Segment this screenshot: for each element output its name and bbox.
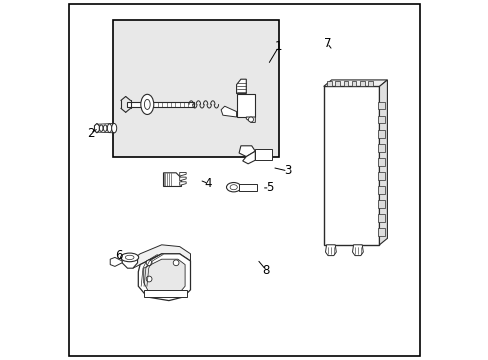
Polygon shape [138,254,190,301]
Polygon shape [143,290,186,297]
Text: 5: 5 [265,181,273,194]
Bar [326,81,331,86]
Bar [179,293,186,296]
Polygon shape [239,146,255,157]
Bar [113,20,278,157]
Text: 3: 3 [284,165,291,177]
Polygon shape [379,80,386,245]
Text: 4: 4 [204,177,212,190]
Polygon shape [133,245,190,268]
Bar [378,228,384,236]
Polygon shape [236,79,246,94]
Polygon shape [179,172,186,176]
Ellipse shape [226,183,241,192]
Bar [378,158,384,166]
Polygon shape [122,257,137,268]
Bar [378,116,384,123]
Bar [378,130,384,138]
Ellipse shape [107,124,111,132]
Polygon shape [163,173,181,186]
Circle shape [248,117,253,122]
Ellipse shape [121,253,139,262]
Text: 7: 7 [323,37,330,50]
Polygon shape [242,151,255,164]
Bar [378,144,384,152]
Polygon shape [179,182,186,185]
Bar [378,186,384,194]
Ellipse shape [99,125,103,131]
Bar [127,102,194,107]
Circle shape [146,260,152,266]
Polygon shape [110,257,122,266]
Text: 6: 6 [115,249,122,262]
Bar [147,293,153,296]
Bar [158,293,164,296]
Bar [168,293,175,296]
Polygon shape [143,259,185,295]
Bar [239,184,257,191]
Circle shape [173,260,179,266]
Text: 1: 1 [274,40,282,53]
Polygon shape [221,106,236,117]
Bar [378,172,384,180]
Bar [343,81,347,86]
Ellipse shape [230,185,237,190]
Polygon shape [94,123,99,133]
Bar [378,102,384,109]
Bar [255,149,271,160]
Bar [335,81,340,86]
Ellipse shape [141,94,153,114]
Circle shape [146,276,152,282]
Polygon shape [236,94,255,117]
Bar [351,81,356,86]
Ellipse shape [125,255,134,260]
Ellipse shape [144,99,150,109]
Bar [323,86,379,245]
Polygon shape [352,245,363,256]
Text: 2: 2 [86,127,94,140]
Polygon shape [325,245,336,256]
Polygon shape [179,177,186,181]
Ellipse shape [111,123,117,133]
Bar [378,200,384,208]
Ellipse shape [103,125,107,131]
Polygon shape [323,80,386,86]
Bar [359,81,364,86]
Ellipse shape [95,124,99,132]
Circle shape [166,291,171,296]
Text: 8: 8 [262,264,269,276]
Circle shape [146,291,152,296]
Polygon shape [246,117,255,122]
Bar [378,214,384,222]
Bar [367,81,372,86]
